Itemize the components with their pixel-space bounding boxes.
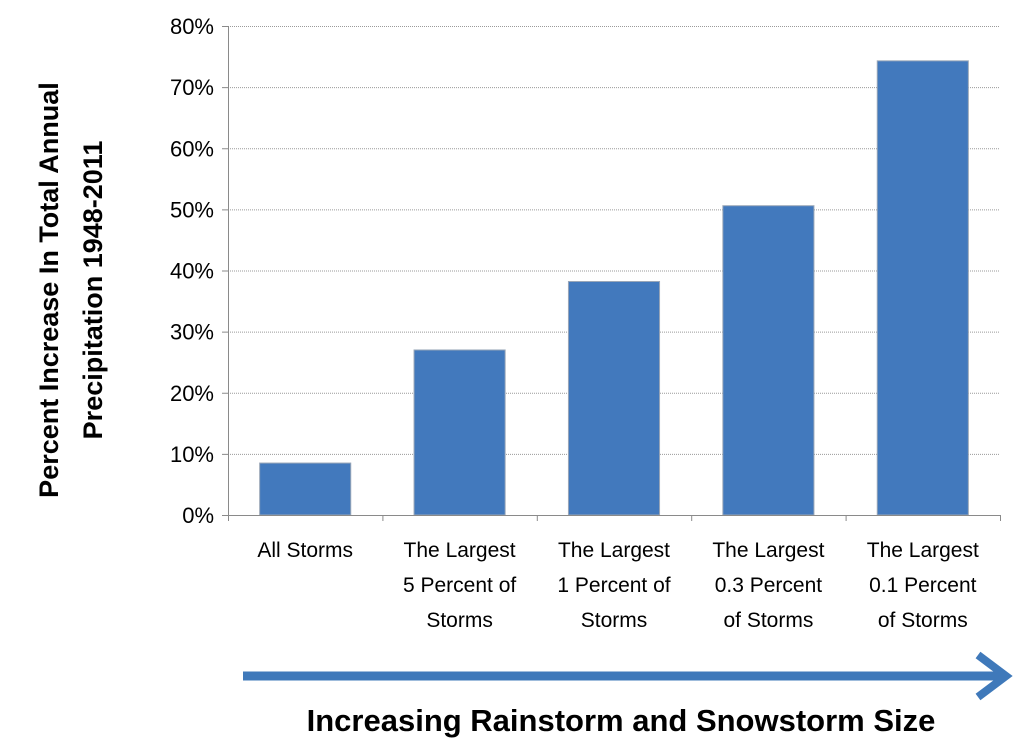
y-tick-label: 20% bbox=[170, 381, 214, 406]
category-label-line: of Storms bbox=[723, 609, 813, 632]
category-label: The Largest 1 Percent of Storms bbox=[557, 539, 670, 632]
y-tick-label: 0% bbox=[182, 503, 214, 528]
bars bbox=[259, 60, 969, 516]
bar bbox=[722, 205, 815, 516]
category-label-line: The Largest bbox=[404, 539, 516, 562]
category-label: The Largest 5 Percent of Storms bbox=[403, 539, 516, 632]
category-label-line: All Storms bbox=[257, 539, 353, 562]
category-label: The Largest 0.3 Percent of Storms bbox=[712, 539, 824, 632]
y-axis-title-line-2: Precipitation 1948-2011 bbox=[78, 141, 108, 440]
bar bbox=[567, 281, 661, 516]
category-label-line: The Largest bbox=[558, 539, 670, 562]
category-label-line: Storms bbox=[426, 609, 493, 632]
category-label-line: 0.3 Percent bbox=[715, 574, 823, 597]
category-label: All Storms bbox=[257, 539, 353, 562]
category-label-line: The Largest bbox=[867, 539, 979, 562]
y-axis-title: Percent Increase In Total Annual Precipi… bbox=[34, 82, 108, 498]
y-tick-label: 10% bbox=[170, 442, 214, 467]
category-label-line: 1 Percent of bbox=[557, 574, 670, 597]
arrow-head-icon bbox=[975, 651, 1013, 701]
y-tick-label: 40% bbox=[170, 259, 214, 284]
y-tick-label: 70% bbox=[170, 75, 214, 100]
category-label: The Largest 0.1 Percent of Storms bbox=[867, 539, 979, 632]
y-tick-label: 30% bbox=[170, 320, 214, 345]
category-label-line: 0.1 Percent bbox=[869, 574, 977, 597]
category-label-line: of Storms bbox=[878, 609, 968, 632]
category-label-line: The Largest bbox=[712, 539, 824, 562]
category-label-line: 5 Percent of bbox=[403, 574, 516, 597]
y-tick-label: 50% bbox=[170, 197, 214, 222]
bar bbox=[876, 60, 969, 516]
axes bbox=[222, 26, 1001, 521]
y-tick-label: 80% bbox=[170, 14, 214, 39]
y-axis-title-line-1: Percent Increase In Total Annual bbox=[34, 82, 64, 498]
bar bbox=[413, 349, 506, 516]
increasing-size-arrow bbox=[243, 651, 1013, 701]
category-label-line: Storms bbox=[581, 609, 648, 632]
y-tick-labels: 0% 10% 20% 30% 40% 50% 60% 70% 80% bbox=[170, 14, 214, 528]
bar bbox=[259, 462, 352, 516]
y-tick-label: 60% bbox=[170, 136, 214, 161]
x-axis-title: Increasing Rainstorm and Snowstorm Size bbox=[307, 703, 936, 738]
